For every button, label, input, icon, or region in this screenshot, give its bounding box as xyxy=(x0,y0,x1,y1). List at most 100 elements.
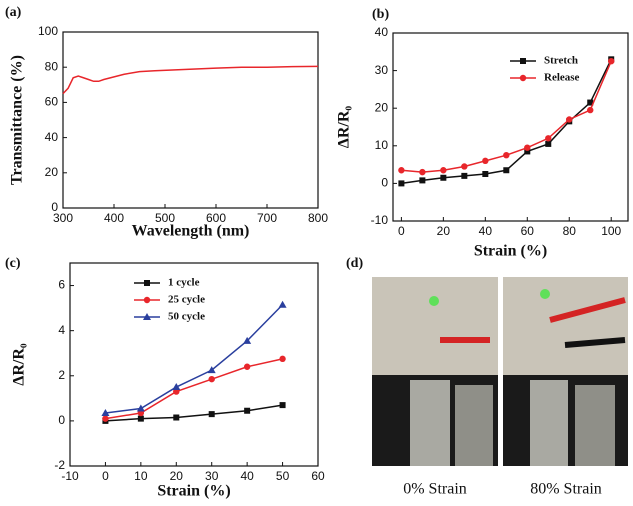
marker xyxy=(208,411,215,418)
x-tick-label: 10 xyxy=(134,469,148,483)
marker xyxy=(524,144,531,151)
photo-panel xyxy=(372,277,628,466)
x-tick-label: 400 xyxy=(104,211,124,225)
y-tick-label: 4 xyxy=(58,323,65,337)
photo-caption: 80% Strain xyxy=(530,481,602,498)
marker xyxy=(503,167,510,174)
clamp xyxy=(530,380,568,466)
series-line xyxy=(105,304,284,414)
legend-marker xyxy=(143,296,151,304)
x-axis-label: Wavelength (nm) xyxy=(132,223,250,240)
x-tick-label: 600 xyxy=(206,211,226,225)
x-tick-label: 60 xyxy=(311,469,325,483)
photo-caption: 0% Strain xyxy=(403,481,467,498)
legend-label: 1 cycle xyxy=(168,277,200,289)
marker xyxy=(279,355,286,363)
marker xyxy=(136,404,145,412)
marker xyxy=(419,177,426,184)
marker xyxy=(440,167,447,174)
marker xyxy=(545,135,552,142)
y-tick-label: 60 xyxy=(45,95,59,109)
plot-frame xyxy=(69,262,319,467)
legend-label: Stretch xyxy=(544,55,578,67)
series-line xyxy=(105,358,283,420)
legend-marker xyxy=(143,313,151,320)
marker xyxy=(461,172,468,179)
x-tick-label: 30 xyxy=(205,469,219,483)
x-tick-label: 800 xyxy=(308,211,328,225)
y-tick-label: -10 xyxy=(371,213,389,227)
y-tick-label: 10 xyxy=(375,138,389,152)
legend-marker xyxy=(144,280,150,286)
y-tick-label: 6 xyxy=(58,278,65,292)
x-tick-label: 300 xyxy=(53,211,73,225)
marker xyxy=(243,336,252,344)
y-axis-label: Transmittance (%) xyxy=(9,55,26,185)
marker xyxy=(207,366,216,374)
marker xyxy=(208,375,215,383)
marker xyxy=(482,157,489,165)
led xyxy=(429,296,439,306)
y-tick-label: 40 xyxy=(45,130,59,144)
panel-label: (b) xyxy=(372,7,389,22)
x-tick-label: 20 xyxy=(437,224,451,238)
marker xyxy=(398,167,405,174)
legend-marker xyxy=(519,74,527,82)
clamp xyxy=(575,385,615,466)
marker xyxy=(278,300,287,308)
y-axis-label: ΔR/R₀ xyxy=(336,106,353,149)
x-tick-label: 700 xyxy=(257,211,277,225)
led xyxy=(540,289,550,299)
y-tick-label: 30 xyxy=(375,63,389,77)
y-tick-label: 20 xyxy=(45,165,59,179)
panel-label: (c) xyxy=(5,256,21,271)
y-axis-label: ΔR/R₀ xyxy=(11,343,28,386)
y-tick-label: -2 xyxy=(54,458,65,472)
marker xyxy=(482,171,489,177)
clip xyxy=(564,337,626,348)
marker xyxy=(244,407,251,414)
marker xyxy=(419,168,426,176)
x-tick-label: 500 xyxy=(155,211,175,225)
panel-label: (a) xyxy=(5,5,22,20)
x-tick-label: 100 xyxy=(601,224,621,238)
marker xyxy=(545,140,552,147)
marker xyxy=(587,106,594,114)
legend-label: 25 cycle xyxy=(168,294,205,306)
x-tick-label: 20 xyxy=(170,469,184,483)
y-tick-label: 2 xyxy=(58,368,65,382)
plot-frame xyxy=(62,31,319,209)
x-tick-label: 40 xyxy=(479,224,493,238)
marker xyxy=(101,408,110,416)
y-tick-label: 100 xyxy=(38,24,58,38)
marker xyxy=(279,402,286,409)
clamp xyxy=(410,380,450,466)
clip xyxy=(549,297,626,323)
y-tick-label: 40 xyxy=(375,25,389,39)
y-tick-label: 80 xyxy=(45,59,59,73)
marker xyxy=(461,163,468,170)
marker xyxy=(102,415,109,422)
series-line xyxy=(105,404,283,422)
marker xyxy=(503,152,510,159)
marker xyxy=(587,99,594,106)
marker xyxy=(173,414,180,421)
marker xyxy=(566,116,573,123)
x-tick-label: 0 xyxy=(102,469,109,483)
x-tick-label: 0 xyxy=(398,224,405,238)
legend-label: 50 cycle xyxy=(168,311,205,323)
marker xyxy=(524,148,531,155)
marker xyxy=(398,180,405,187)
y-tick-label: 0 xyxy=(51,200,58,214)
marker xyxy=(137,415,144,422)
x-tick-label: 60 xyxy=(521,224,535,238)
x-axis-label: Strain (%) xyxy=(474,243,547,260)
marker xyxy=(243,363,251,370)
y-tick-label: 20 xyxy=(375,100,389,114)
x-tick-label: 50 xyxy=(276,469,290,483)
x-tick-label: -10 xyxy=(61,469,79,483)
y-tick-label: 0 xyxy=(381,176,388,190)
clamp xyxy=(455,385,493,466)
x-axis-label: Strain (%) xyxy=(157,483,230,500)
